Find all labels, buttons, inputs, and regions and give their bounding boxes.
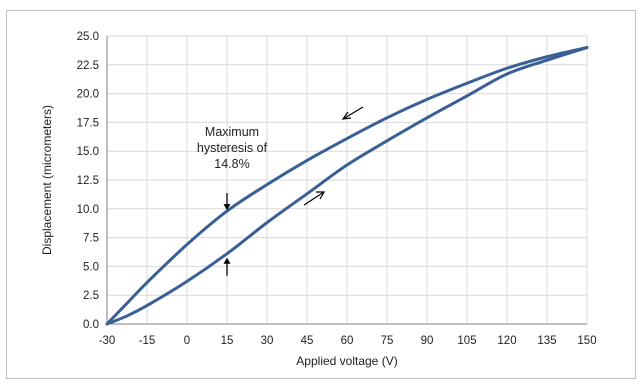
annotations: Maximum hysteresis of 14.8% [197, 106, 364, 276]
series-line-falling [105, 46, 589, 326]
x-tick-label: -30 [99, 335, 116, 347]
x-tick-label: 30 [261, 335, 274, 347]
y-tick-label: 17.5 [77, 117, 99, 129]
y-axis-title: Displacement (micrometers) [40, 105, 54, 255]
chart-frame: -30 -15 0 15 30 45 60 75 90 105 120 135 150 0.0 2.5 5.0… [6, 10, 636, 379]
x-tick-label: -15 [139, 335, 156, 347]
series-layer [105, 46, 589, 326]
rising-direction-arrow [303, 191, 325, 206]
x-tick-label: 45 [301, 335, 314, 347]
x-tick-label: 75 [381, 335, 394, 347]
x-tick-label: 150 [577, 335, 596, 347]
bottom-arrow-head [223, 257, 231, 264]
x-tick-label: 60 [341, 335, 354, 347]
tick-labels: -30 -15 0 15 30 45 60 75 90 105 120 135 150 0.0 2.5 5.0… [77, 31, 597, 347]
top-arrow-head [223, 204, 231, 211]
x-tick-label: 15 [221, 335, 234, 347]
rising-direction-arrowhead [316, 191, 326, 200]
y-tick-label: 22.5 [77, 60, 99, 72]
falling-direction-arrow [342, 106, 364, 120]
hysteresis-chart: -30 -15 0 15 30 45 60 75 90 105 120 135 150 0.0 2.5 5.0… [40, 31, 597, 368]
y-tick-label: 20.0 [77, 89, 99, 101]
x-tick-label: 120 [497, 335, 516, 347]
grid [106, 35, 588, 325]
y-tick-label: 2.5 [83, 290, 99, 302]
hysteresis-annotation-line: Maximum [205, 125, 259, 139]
x-tick-label: 135 [537, 335, 556, 347]
x-axis-title: Applied voltage (V) [296, 354, 397, 368]
axes [106, 36, 587, 325]
y-tick-label: 5.0 [83, 261, 99, 273]
series-line-rising [105, 46, 589, 326]
y-tick-label: 10.0 [77, 204, 99, 216]
x-tick-label: 105 [457, 335, 476, 347]
hysteresis-annotation-line: 14.8% [214, 157, 249, 171]
y-tick-label: 15.0 [77, 146, 99, 158]
y-tick-label: 25.0 [77, 31, 99, 43]
x-tick-label: 0 [184, 335, 190, 347]
y-tick-label: 7.5 [83, 233, 99, 245]
y-tick-label: 0.0 [83, 319, 99, 331]
x-tick-label: 90 [421, 335, 434, 347]
falling-direction-arrowhead [341, 111, 352, 120]
y-tick-label: 12.5 [77, 175, 99, 187]
hysteresis-annotation-line: hysteresis of [197, 141, 268, 155]
